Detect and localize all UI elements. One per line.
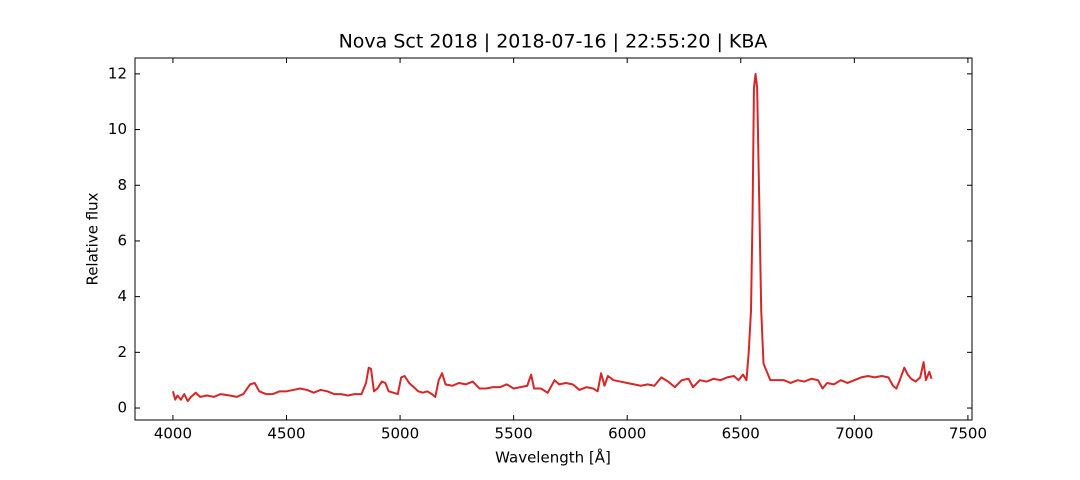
chart-title: Nova Sct 2018 | 2018-07-16 | 22:55:20 | … [339,31,768,53]
y-tick-label: 6 [117,231,127,249]
x-tick-label: 6000 [608,425,646,443]
spectrum-line [171,72,933,403]
y-tick-label: 12 [108,64,127,82]
y-axis-label: Relative flux [84,192,102,285]
plot-frame [134,57,973,421]
x-tick-label: 5500 [495,425,533,443]
y-tick-label: 0 [117,399,127,417]
x-axis-label: Wavelength [Å] [495,448,611,467]
x-tick-label: 7500 [949,425,987,443]
x-tick-label: 5000 [381,425,419,443]
x-tick-label: 7000 [835,425,873,443]
x-tick-label: 4000 [154,425,192,443]
y-tick-label: 2 [117,343,127,361]
y-tick-label: 10 [108,120,127,138]
x-tick-label: 6500 [722,425,760,443]
x-tick-label: 4500 [267,425,305,443]
y-tick-label: 4 [117,287,127,305]
y-tick-label: 8 [117,176,127,194]
